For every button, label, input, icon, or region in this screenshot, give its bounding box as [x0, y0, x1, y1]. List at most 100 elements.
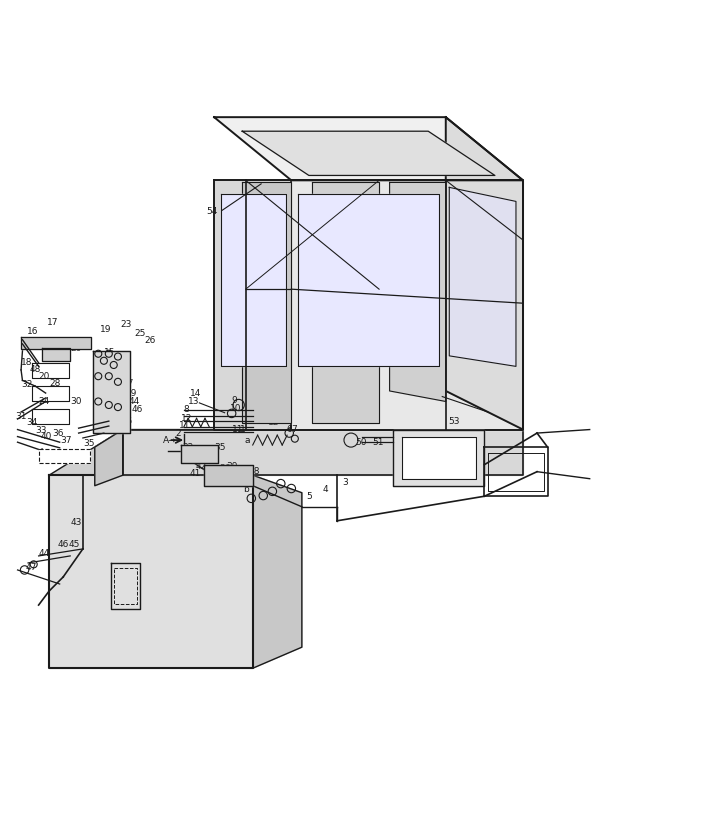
Polygon shape	[42, 348, 70, 361]
Text: 53: 53	[417, 464, 428, 473]
Text: 21: 21	[232, 469, 243, 478]
Text: A ↗ ■: A ↗ ■	[39, 449, 67, 458]
Text: 48: 48	[237, 477, 249, 486]
Polygon shape	[253, 475, 302, 668]
Polygon shape	[242, 132, 495, 176]
Text: A→: A→	[163, 435, 176, 444]
Text: 48: 48	[29, 364, 41, 373]
Text: 17: 17	[47, 319, 58, 328]
Text: 42: 42	[195, 462, 206, 471]
Text: 5: 5	[307, 493, 312, 502]
Polygon shape	[21, 337, 91, 349]
Text: 35: 35	[214, 444, 225, 453]
Text: 7: 7	[291, 425, 297, 434]
Text: 53: 53	[434, 457, 445, 466]
Text: 1: 1	[240, 425, 246, 434]
Polygon shape	[242, 182, 291, 422]
Text: a: a	[244, 435, 250, 444]
Text: 10: 10	[230, 404, 241, 413]
Text: 29: 29	[125, 389, 136, 398]
Text: 19: 19	[100, 325, 112, 334]
Text: b: b	[243, 485, 249, 494]
Polygon shape	[39, 449, 90, 463]
Text: 39: 39	[226, 462, 237, 471]
Polygon shape	[204, 465, 253, 486]
Text: 16: 16	[27, 327, 38, 336]
Polygon shape	[390, 182, 446, 401]
Text: 23: 23	[121, 319, 132, 328]
Text: 44: 44	[39, 548, 50, 558]
Polygon shape	[446, 117, 523, 430]
Text: Detail A: Detail A	[39, 454, 74, 463]
Text: 12: 12	[181, 414, 192, 423]
Text: 37: 37	[60, 436, 72, 445]
Text: a: a	[341, 355, 347, 364]
Polygon shape	[123, 430, 523, 475]
Text: 13: 13	[188, 397, 199, 406]
Text: 15: 15	[104, 348, 115, 357]
Text: 30: 30	[70, 397, 81, 406]
Text: 27: 27	[122, 379, 133, 388]
Text: 31: 31	[15, 413, 27, 422]
Polygon shape	[298, 194, 439, 366]
Text: 46: 46	[131, 405, 143, 414]
Text: 38: 38	[204, 469, 215, 478]
Text: 53: 53	[448, 417, 459, 426]
Polygon shape	[214, 117, 523, 181]
Text: 9: 9	[232, 395, 237, 404]
Text: 14: 14	[190, 389, 201, 398]
Text: 30: 30	[181, 450, 192, 459]
Text: 3: 3	[342, 479, 347, 488]
Text: 24: 24	[39, 397, 50, 406]
Text: b: b	[411, 429, 417, 438]
Polygon shape	[111, 563, 140, 609]
Text: 28: 28	[49, 379, 60, 388]
Text: 43: 43	[116, 425, 127, 434]
Text: 18: 18	[21, 359, 32, 368]
Text: 41: 41	[190, 469, 201, 478]
Text: 26: 26	[144, 336, 155, 345]
Text: 34: 34	[27, 418, 38, 427]
Polygon shape	[95, 430, 123, 486]
Text: 54: 54	[206, 208, 218, 217]
Text: 37: 37	[211, 469, 222, 478]
Text: 25: 25	[135, 329, 146, 338]
Text: 22: 22	[114, 369, 125, 378]
Polygon shape	[312, 182, 379, 422]
Polygon shape	[449, 187, 516, 366]
Text: 6: 6	[286, 425, 292, 434]
Text: 35: 35	[83, 439, 94, 448]
Text: 33: 33	[35, 426, 46, 435]
Text: 12: 12	[268, 418, 279, 427]
Text: 36: 36	[219, 464, 230, 473]
Polygon shape	[49, 475, 253, 668]
Text: 4: 4	[323, 485, 329, 494]
Text: 52: 52	[441, 448, 452, 457]
Text: 47: 47	[25, 563, 37, 572]
Text: 43: 43	[70, 518, 81, 527]
Text: 32: 32	[21, 380, 32, 389]
Polygon shape	[93, 351, 130, 433]
Text: 18: 18	[249, 467, 260, 476]
Text: 22: 22	[183, 444, 194, 453]
Polygon shape	[181, 445, 218, 463]
Text: 48: 48	[129, 563, 140, 572]
Text: 36: 36	[53, 429, 64, 438]
Text: 49: 49	[434, 390, 445, 399]
Polygon shape	[221, 194, 286, 366]
Text: 11: 11	[232, 425, 243, 434]
Text: 20: 20	[70, 344, 81, 353]
Text: 40: 40	[41, 432, 52, 441]
Text: 45: 45	[68, 540, 79, 549]
Polygon shape	[49, 430, 253, 475]
Text: 44: 44	[128, 397, 140, 406]
Text: 20: 20	[39, 372, 50, 381]
Text: 51: 51	[372, 438, 383, 447]
Polygon shape	[393, 430, 484, 486]
Text: 50: 50	[355, 438, 366, 447]
Text: 2: 2	[176, 429, 181, 438]
Polygon shape	[402, 436, 476, 479]
Text: 11: 11	[179, 421, 190, 430]
Polygon shape	[214, 181, 291, 430]
Text: 46: 46	[58, 540, 69, 549]
